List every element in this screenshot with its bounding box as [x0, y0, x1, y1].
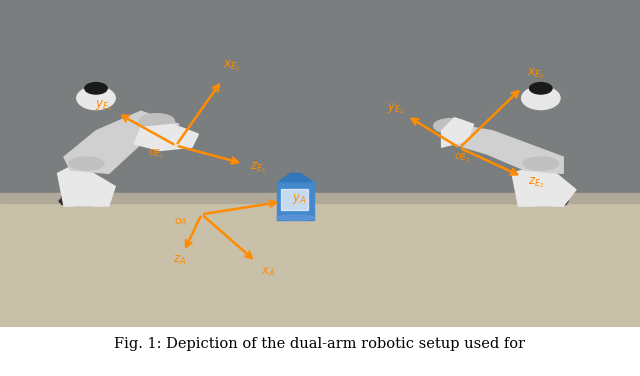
FancyBboxPatch shape — [277, 180, 314, 220]
Polygon shape — [58, 164, 115, 206]
Text: $y_{A}$: $y_{A}$ — [292, 192, 307, 206]
Bar — [518, 196, 566, 205]
Text: $o_{E_1}$: $o_{E_1}$ — [148, 148, 165, 161]
Ellipse shape — [529, 83, 552, 94]
Polygon shape — [134, 124, 198, 150]
Ellipse shape — [69, 157, 104, 170]
Text: $z_{A}$: $z_{A}$ — [173, 253, 186, 267]
Text: $o_{A}$: $o_{A}$ — [174, 217, 188, 228]
Ellipse shape — [520, 196, 568, 206]
Text: $z_{E_1}$: $z_{E_1}$ — [250, 160, 266, 175]
Polygon shape — [64, 111, 179, 173]
Text: $x_{A}$: $x_{A}$ — [260, 265, 275, 279]
Ellipse shape — [77, 87, 115, 109]
Text: $z_{E_2}$: $z_{E_2}$ — [528, 176, 544, 190]
Text: Fig. 1: Depiction of the dual-arm robotic setup used for: Fig. 1: Depiction of the dual-arm roboti… — [115, 337, 525, 352]
Polygon shape — [442, 124, 563, 173]
Bar — [61, 196, 109, 205]
Ellipse shape — [434, 118, 468, 133]
Ellipse shape — [522, 87, 560, 109]
Polygon shape — [0, 196, 640, 327]
Ellipse shape — [276, 215, 315, 220]
Polygon shape — [442, 118, 474, 147]
Text: $y_{E_2}$: $y_{E_2}$ — [387, 102, 404, 116]
FancyBboxPatch shape — [281, 190, 308, 210]
Ellipse shape — [523, 157, 558, 170]
Polygon shape — [512, 164, 576, 206]
Ellipse shape — [60, 196, 108, 206]
Polygon shape — [279, 173, 312, 182]
Ellipse shape — [84, 83, 108, 94]
Text: $o_{E_2}$: $o_{E_2}$ — [454, 152, 471, 165]
Ellipse shape — [140, 114, 174, 128]
Text: $y_{E_1}$: $y_{E_1}$ — [95, 99, 113, 113]
Text: $x_{E_2}$: $x_{E_2}$ — [527, 67, 545, 81]
Polygon shape — [0, 193, 640, 203]
Text: $x_{E_1}$: $x_{E_1}$ — [223, 58, 241, 73]
